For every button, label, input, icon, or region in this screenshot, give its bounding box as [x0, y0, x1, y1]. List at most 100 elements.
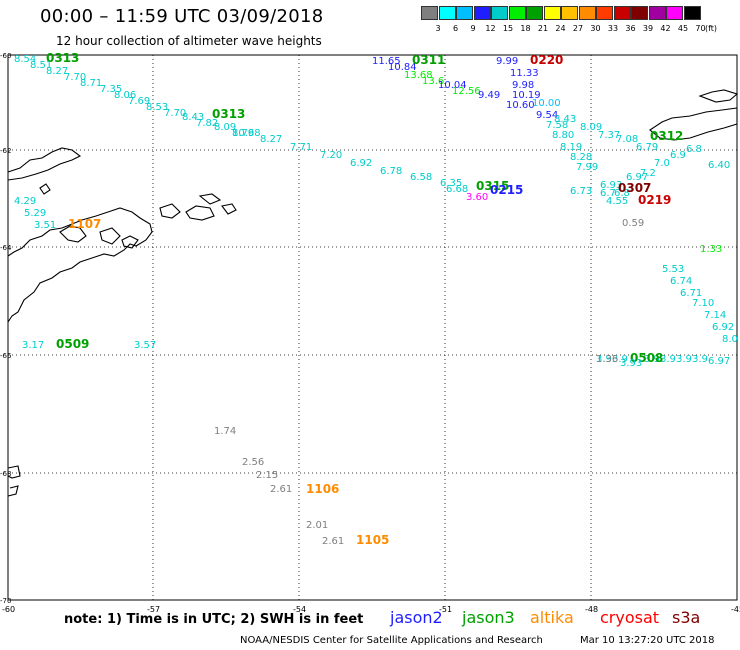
wave-height-label: 2.56	[242, 457, 264, 468]
wave-height-label: 3.17	[22, 340, 44, 351]
legend-label: 27	[572, 24, 584, 33]
coastline	[7, 465, 21, 479]
wave-height-legend: 3 6 9 12 15 18 21 24 27 30 33 36 39 42 45 70 (ft)	[421, 6, 717, 36]
wave-height-label: 7.37	[598, 130, 620, 141]
coastline	[121, 235, 139, 249]
legend-swatches	[421, 6, 701, 20]
wave-height-label: 11.65	[372, 56, 401, 67]
coastline	[159, 203, 181, 219]
legend-label: 3	[435, 24, 441, 33]
lat-label: -60	[0, 52, 11, 60]
pass-time-label: 0220	[530, 53, 563, 67]
coastline	[698, 89, 739, 103]
legend-swatch	[648, 6, 666, 20]
wave-height-label: 6.40	[708, 160, 730, 171]
wave-height-label: 10.68	[232, 128, 261, 139]
wave-height-label: 8.09	[580, 122, 602, 133]
pass-time-label: 1105	[356, 533, 389, 547]
lon-label: -48	[585, 605, 598, 614]
satellite-jason2-label: jason2	[390, 608, 443, 627]
wave-height-label: 4.29	[14, 196, 36, 207]
lat-label: -70	[0, 597, 11, 605]
wave-height-label: 7.20	[320, 150, 342, 161]
satellite-s3a-label: s3a	[672, 608, 701, 627]
coastline	[99, 227, 121, 245]
wave-height-label: 10.60	[506, 100, 535, 111]
wave-height-label: 2.61	[322, 536, 344, 547]
wave-height-label: 8.43	[554, 114, 576, 125]
legend-label: 45	[677, 24, 689, 33]
wave-height-label: 7.10	[692, 298, 714, 309]
wave-height-label: 8.28	[570, 152, 592, 163]
wave-height-label: 2.61	[270, 484, 292, 495]
pass-time-label: 0508	[630, 351, 663, 365]
wave-height-label: 7.0	[654, 158, 670, 169]
wave-height-label: 5.29	[24, 208, 46, 219]
wave-height-label: 6.71	[680, 288, 702, 299]
coastline	[7, 485, 19, 497]
wave-height-label: 7.70	[64, 72, 86, 83]
wave-height-label: 6.78	[380, 166, 402, 177]
wave-height-label: 7.70	[164, 108, 186, 119]
wave-height-label: 6.74	[670, 276, 692, 287]
map-frame	[7, 54, 738, 601]
pass-time-label: 1107	[68, 217, 101, 231]
wave-height-label: 7.71	[290, 142, 312, 153]
legend-label: 39	[642, 24, 654, 33]
legend-label: 21	[537, 24, 549, 33]
legend-swatch	[578, 6, 596, 20]
wave-height-label: 3.9	[644, 354, 660, 365]
legend-swatch	[683, 6, 701, 20]
wave-height-label: 11.33	[510, 68, 539, 79]
wave-height-label: 8.71	[80, 78, 102, 89]
wave-height-label: 6.92	[350, 158, 372, 169]
satellite-jason3-label: jason3	[462, 608, 515, 627]
credit-text: NOAA/NESDIS Center for Satellite Applica…	[240, 635, 543, 646]
legend-label: 12	[485, 24, 496, 33]
wave-height-label: 8.43	[182, 112, 204, 123]
wave-height-label: 6.79	[636, 142, 658, 153]
wave-height-label: 8.79	[232, 128, 254, 139]
wave-height-label: 2.15	[256, 470, 278, 481]
pass-time-label: 0313	[212, 107, 245, 121]
pass-time-label: 0315	[476, 179, 509, 193]
wave-height-label: 10.04	[438, 80, 467, 91]
wave-height-label: 8.53	[146, 102, 168, 113]
wave-height-label: 6.7	[600, 188, 616, 199]
legend-swatch	[596, 6, 613, 20]
wave-height-label: 3.57	[134, 340, 156, 351]
lon-label: -57	[147, 605, 160, 614]
wave-height-label: 7.35	[100, 84, 122, 95]
pass-time-label: 0307	[618, 181, 651, 195]
wave-height-label: 1.33	[700, 244, 722, 255]
pass-time-label: 0311	[412, 53, 445, 67]
legend-swatch	[543, 6, 561, 20]
wave-height-label: 7.08	[616, 134, 638, 145]
wave-height-label: 3.60	[466, 192, 488, 203]
legend-swatch	[491, 6, 508, 20]
legend-label: 36	[625, 24, 636, 33]
wave-height-label: 8.54	[14, 54, 36, 65]
wave-height-label: 12.56	[452, 86, 481, 97]
wave-height-label: 8.27	[46, 66, 68, 77]
pass-time-label: 1106	[306, 482, 339, 496]
legend-swatch	[508, 6, 526, 20]
wave-height-label: 8.09	[214, 122, 236, 133]
legend-swatch	[473, 6, 491, 20]
wave-height-label: 2.01	[306, 520, 328, 531]
legend-label: 42	[660, 24, 671, 33]
lat-label: -62	[0, 147, 11, 155]
coastline	[198, 193, 222, 205]
legend-label: 70	[695, 24, 706, 33]
legend-unit: (ft)	[705, 24, 718, 33]
legend-labels: 3 6 9 12 15 18 21 24 27 30 33 36 39 42 45 70 (ft)	[421, 24, 717, 36]
wave-height-label: 8.80	[552, 130, 574, 141]
wave-height-label: 3.9	[692, 354, 708, 365]
coastline	[221, 203, 237, 215]
wave-height-label: 13.6	[422, 76, 444, 87]
legend-swatch	[421, 6, 438, 20]
pass-time-label: 0312	[650, 129, 683, 143]
wave-height-label: 6.9	[670, 150, 686, 161]
